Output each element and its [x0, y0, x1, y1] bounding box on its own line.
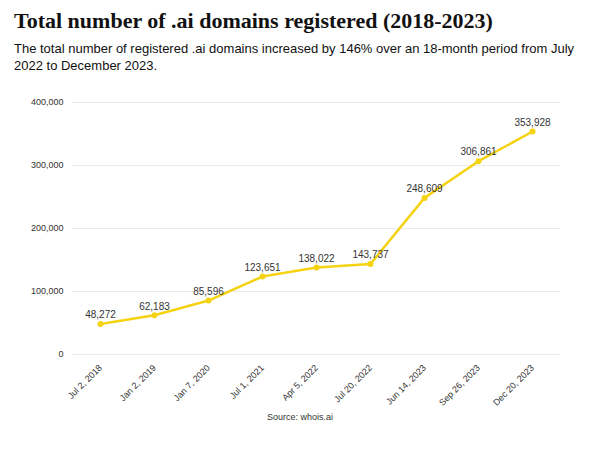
html-text:The total number of registered: The total number of registered .ai domai…	[14, 41, 574, 73]
svg-text:0: 0	[58, 349, 63, 359]
svg-text:248,609: 248,609	[406, 183, 443, 194]
svg-text:Sep 26, 2023: Sep 26, 2023	[437, 363, 482, 408]
html-text:Source: whois.ai: Source: whois.ai	[267, 412, 333, 422]
svg-text:143,737: 143,737	[352, 249, 389, 260]
svg-text:Apr 5, 2022: Apr 5, 2022	[280, 363, 320, 403]
svg-text:Jun 14, 2023: Jun 14, 2023	[384, 363, 428, 407]
svg-text:123,651: 123,651	[244, 262, 281, 273]
svg-text:Jan 2, 2019: Jan 2, 2019	[118, 363, 158, 403]
svg-text:62,183: 62,183	[139, 301, 170, 312]
svg-text:353,928: 353,928	[514, 117, 551, 128]
svg-text:200,000: 200,000	[31, 223, 64, 233]
html-text:Total number of .ai domains re: Total number of .ai domains registered (…	[14, 8, 493, 33]
svg-text:306,861: 306,861	[460, 146, 497, 157]
svg-text:Dec 20, 2023: Dec 20, 2023	[491, 363, 536, 408]
svg-text:Jul 1, 2021: Jul 1, 2021	[228, 363, 266, 401]
svg-text:100,000: 100,000	[31, 286, 64, 296]
svg-text:300,000: 300,000	[31, 160, 64, 170]
svg-text:Jul 20, 2022: Jul 20, 2022	[332, 363, 374, 405]
svg-text:400,000: 400,000	[31, 97, 64, 107]
svg-text:Jul 2, 2018: Jul 2, 2018	[66, 363, 104, 401]
svg-text:48,272: 48,272	[85, 309, 116, 320]
svg-text:85,596: 85,596	[193, 286, 224, 297]
svg-text:138,022: 138,022	[298, 253, 335, 264]
svg-text:Jan 7, 2020: Jan 7, 2020	[172, 363, 212, 403]
